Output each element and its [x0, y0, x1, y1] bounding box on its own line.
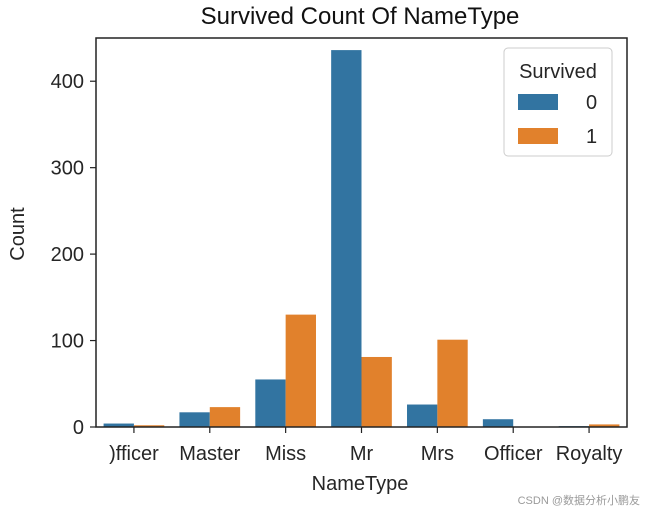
bar-royalty-survived-1	[589, 424, 620, 427]
x-tick-label: Miss	[265, 443, 306, 465]
legend-label-1: 1	[586, 126, 597, 148]
legend-label-0: 0	[586, 92, 597, 114]
x-tick-label: Officer	[484, 443, 543, 465]
legend-title: Survived	[519, 61, 597, 83]
chart-title: Survived Count Of NameType	[201, 3, 520, 30]
legend-swatch-0	[518, 94, 558, 110]
bar-miss-survived-1	[285, 314, 316, 427]
bar-master-survived-1	[209, 407, 241, 427]
x-tick-label: Royalty	[556, 443, 623, 465]
x-axis-title: NameType	[312, 473, 409, 495]
watermark: CSDN @数据分析小鹏友	[517, 495, 640, 507]
bars	[103, 50, 620, 427]
y-tick-label: 100	[51, 331, 84, 353]
x-tick-label: )fficer	[109, 443, 159, 465]
bar-mrs-survived-1	[437, 339, 468, 427]
x-tick-label: Mr	[350, 443, 374, 465]
bar-mrs-survived-0	[407, 404, 438, 427]
y-axis-title: Count	[7, 207, 29, 261]
legend-items: 01	[518, 92, 597, 148]
bar-mr-survived-1	[361, 356, 392, 427]
y-axis: 0 100 200 300 400	[51, 71, 96, 439]
y-tick-label: 300	[51, 158, 84, 180]
x-tick-label: Master	[179, 443, 240, 465]
bar-master-survived-0	[179, 412, 210, 427]
y-tick-label: 0	[73, 417, 84, 439]
y-tick-label: 400	[51, 71, 84, 93]
x-tick-label: Mrs	[421, 443, 454, 465]
bar-officer-survived-0	[482, 419, 514, 427]
bar-miss-survived-0	[255, 379, 286, 427]
plot-frame	[95, 37, 628, 428]
bar-fficer-survived-1	[133, 425, 165, 427]
bar-fficer-survived-0	[103, 423, 134, 427]
legend-swatch-1	[518, 128, 558, 144]
legend: Survived 01	[503, 47, 613, 157]
bar-mr-survived-0	[331, 50, 362, 427]
y-tick-label: 200	[51, 244, 84, 266]
x-axis: )fficer Master Miss Mr Mrs Officer Royalty	[109, 427, 622, 465]
